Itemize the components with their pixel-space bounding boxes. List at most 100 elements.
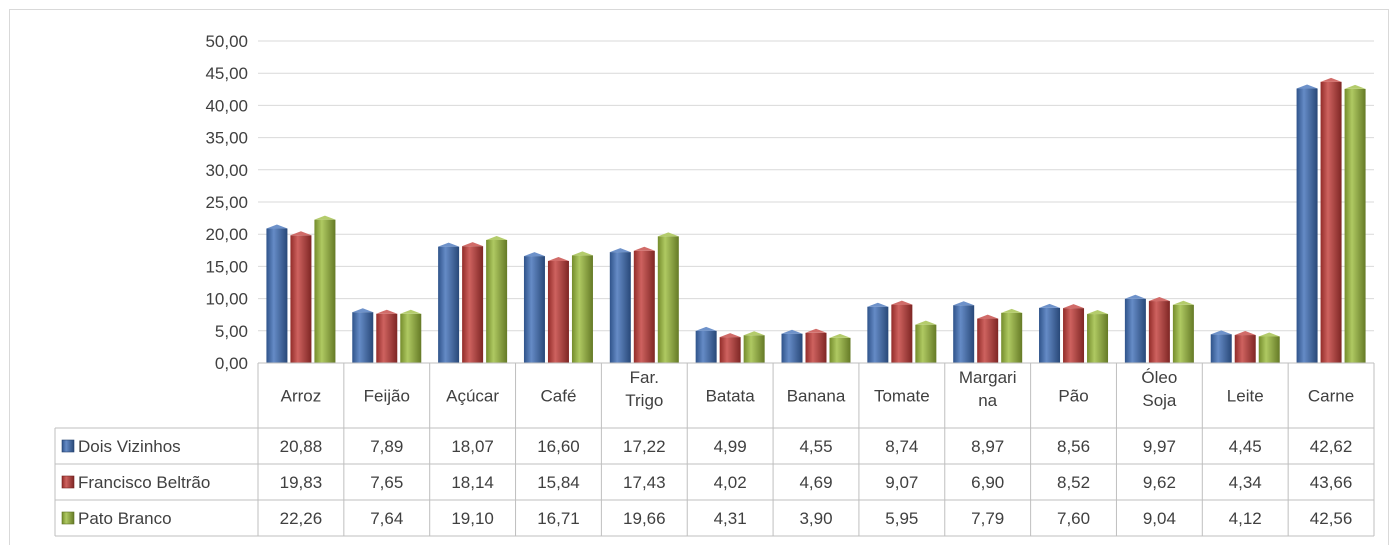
bar-cap	[891, 300, 913, 305]
bar	[1001, 312, 1023, 363]
data-cell: 18,07	[451, 437, 494, 456]
data-cell: 7,65	[370, 473, 403, 492]
category-label: Açúcar	[446, 387, 499, 406]
bar-cap	[438, 242, 460, 247]
bar	[867, 306, 889, 363]
data-cell: 19,10	[451, 509, 494, 528]
bar-cap	[609, 248, 631, 253]
bar-cap	[1172, 300, 1194, 305]
data-table: Arroz Feijão Açúcar Café Far. Trigo Batata Bana…	[54, 362, 1375, 537]
bar-cap	[719, 333, 741, 338]
bar-cap	[781, 329, 803, 334]
bar	[1296, 88, 1318, 364]
data-cell: 19,83	[280, 473, 323, 492]
bar	[953, 305, 975, 363]
category-label: Feijão	[364, 387, 410, 406]
data-cell: 18,14	[451, 473, 494, 492]
bar-cap	[352, 308, 374, 313]
gridlines	[258, 40, 1374, 364]
y-tick-label: 0,00	[215, 354, 248, 373]
bar-cap	[1320, 77, 1342, 82]
bar	[829, 337, 851, 363]
data-cell: 4,31	[714, 509, 747, 528]
bar	[400, 313, 422, 363]
legend-series-name: Dois Vizinhos	[78, 437, 181, 456]
y-tick-label: 35,00	[205, 129, 248, 148]
bar	[462, 246, 484, 363]
bar-cap	[1344, 84, 1366, 89]
bar	[1234, 335, 1256, 363]
category-label: Batata	[706, 387, 756, 406]
bar-cap	[376, 309, 398, 314]
bar	[1344, 88, 1366, 363]
bar	[695, 330, 717, 363]
bar	[1258, 336, 1280, 363]
data-cell: 4,02	[714, 473, 747, 492]
category-label: Pão	[1058, 387, 1088, 406]
bar	[290, 235, 312, 363]
bar	[523, 256, 545, 363]
bar-cap	[867, 302, 889, 307]
data-cell: 8,56	[1057, 437, 1090, 456]
data-cell: 9,04	[1143, 509, 1176, 528]
data-cell: 7,60	[1057, 509, 1090, 528]
bar-cap	[486, 235, 508, 240]
data-cell: 8,97	[971, 437, 1004, 456]
bar	[657, 236, 679, 363]
bar-cap	[953, 301, 975, 306]
data-cell: 8,74	[885, 437, 918, 456]
data-cell: 6,90	[971, 473, 1004, 492]
bar-cap	[400, 309, 422, 314]
bar-cap	[805, 328, 827, 333]
data-cell: 20,88	[280, 437, 323, 456]
bar-cap	[462, 242, 484, 247]
category-label: Tomate	[874, 387, 930, 406]
bar	[1087, 314, 1109, 363]
legend-swatch	[61, 439, 75, 453]
bar	[781, 333, 803, 363]
data-cell: 9,62	[1143, 473, 1176, 492]
bar-cap	[266, 224, 288, 229]
data-cell: 16,71	[537, 509, 580, 528]
chart-frame	[9, 9, 1389, 545]
bar	[719, 337, 741, 363]
data-cell: 4,34	[1229, 473, 1262, 492]
bar	[915, 324, 937, 363]
bar-cap	[1063, 304, 1085, 309]
data-cell: 7,79	[971, 509, 1004, 528]
data-cell: 7,89	[370, 437, 403, 456]
bar-cap	[571, 251, 593, 256]
bar-cap	[1039, 303, 1061, 308]
bar	[609, 252, 631, 363]
data-cell: 43,66	[1310, 473, 1353, 492]
bar-cap	[290, 231, 312, 236]
bar-cap	[657, 232, 679, 237]
category-label: Óleo Soja	[1141, 368, 1177, 410]
y-tick-label: 30,00	[205, 161, 248, 180]
data-cell: 17,43	[623, 473, 666, 492]
data-cell: 9,97	[1143, 437, 1176, 456]
bar	[376, 313, 398, 363]
bar-cap	[1087, 310, 1109, 315]
data-cell: 4,45	[1229, 437, 1262, 456]
category-label: Arroz	[281, 387, 322, 406]
bar-cap	[547, 256, 569, 261]
y-axis: 0,00 5,00 10,00 15,00 20,00 25,00 30,00 35,00 40…	[205, 32, 248, 373]
bar	[1124, 298, 1146, 363]
y-tick-label: 45,00	[205, 64, 248, 83]
bar-cap	[915, 320, 937, 325]
data-cell: 42,62	[1310, 437, 1353, 456]
bar-cap	[1124, 294, 1146, 299]
y-tick-label: 5,00	[215, 322, 248, 341]
legend-swatch	[61, 511, 75, 525]
bar	[266, 228, 288, 363]
data-cell: 3,90	[799, 509, 832, 528]
y-tick-label: 50,00	[205, 32, 248, 51]
bar	[1210, 334, 1232, 363]
bar	[977, 318, 999, 363]
data-cell: 16,60	[537, 437, 580, 456]
category-label: Carne	[1308, 387, 1354, 406]
bar	[547, 260, 569, 363]
bar-cap	[1296, 84, 1318, 89]
